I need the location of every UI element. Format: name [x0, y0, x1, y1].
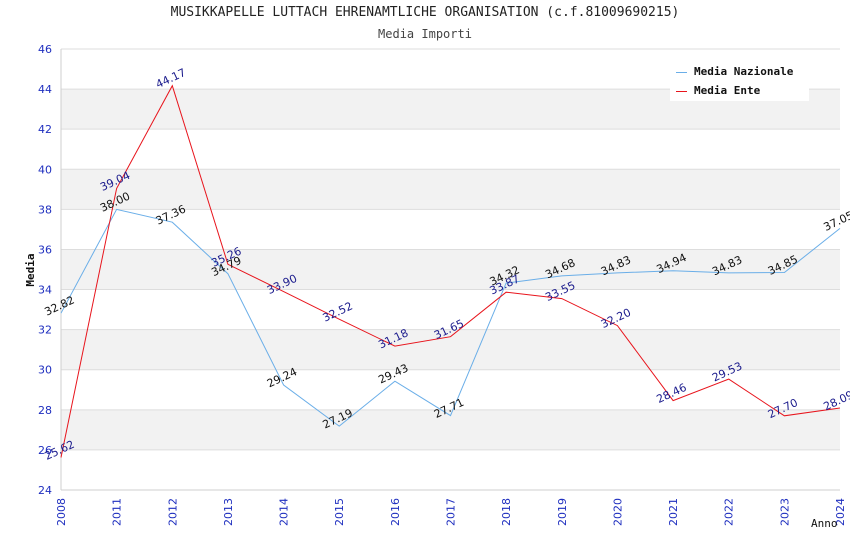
data-label: 32.82	[42, 293, 76, 318]
grid-lines	[61, 48, 840, 491]
data-label: 37.05	[821, 209, 850, 234]
x-tick-label: 2013	[222, 498, 235, 526]
y-tick-label: 36	[38, 243, 52, 256]
chart-title: MUSIKKAPELLE LUTTACH EHRENAMTLICHE ORGAN…	[170, 5, 680, 20]
legend-label-media-ente: Media Ente	[694, 84, 761, 97]
y-tick-label: 28	[38, 404, 52, 417]
legend-item-media-nazionale: Media Nazionale	[676, 65, 793, 79]
x-tick-label: 2018	[500, 498, 513, 526]
x-tick-label: 2020	[611, 498, 624, 526]
y-tick-label: 38	[38, 203, 52, 216]
data-label: 32.20	[599, 306, 633, 331]
x-tick-label: 2024	[834, 498, 847, 526]
y-tick-label: 44	[38, 83, 52, 96]
x-tick-label: 2015	[333, 498, 346, 526]
y-tick-labels: 24 26 28 30 32 34 36 38 40 42 44 46	[38, 43, 52, 497]
y-axis-label: Media	[24, 253, 37, 286]
y-tick-label: 40	[38, 163, 52, 176]
legend: Media Nazionale Media Ente	[670, 60, 809, 101]
grid-band	[61, 249, 840, 290]
x-tick-label: 2017	[445, 498, 458, 526]
legend-item-media-ente: Media Ente	[676, 84, 760, 98]
legend-swatch-media-ente	[676, 90, 687, 92]
x-tick-label: 2011	[111, 498, 124, 526]
x-tick-label: 2022	[723, 498, 736, 526]
x-tick-label: 2021	[667, 498, 680, 526]
y-tick-label: 26	[38, 444, 52, 457]
legend-label-media-nazionale: Media Nazionale	[694, 65, 794, 78]
data-label: 44.17	[154, 66, 188, 91]
y-tick-label: 46	[38, 43, 52, 56]
chart-subtitle: Media Importi	[378, 27, 472, 41]
data-label: 28.46	[655, 381, 689, 406]
y-tick-label: 32	[38, 324, 52, 337]
x-tick-label: 2019	[556, 498, 569, 526]
series-line-media-nazionale	[60, 208, 841, 427]
y-tick-label: 34	[38, 284, 52, 297]
data-label: 32.52	[321, 299, 355, 324]
x-tick-label: 2008	[55, 498, 68, 526]
x-tick-label: 2023	[778, 498, 791, 526]
grid-band	[61, 169, 840, 210]
series-lines	[60, 84, 841, 458]
x-tick-label: 2016	[389, 498, 402, 526]
y-tick-label: 42	[38, 123, 52, 136]
data-label: 25.62	[42, 438, 76, 463]
axes	[60, 49, 840, 491]
x-tick-label: 2014	[278, 498, 291, 526]
x-tick-labels: 2008 2011 2012 2013 2014 2015 2016 2017 2018 2019…	[55, 498, 847, 526]
x-axis-label: Anno	[811, 517, 838, 530]
x-tick-label: 2012	[166, 498, 179, 526]
series-line-media-ente	[60, 84, 841, 458]
y-tick-label: 24	[38, 484, 52, 497]
grid-band	[61, 409, 840, 450]
legend-swatch-media-nazionale	[676, 71, 687, 73]
y-tick-label: 30	[38, 364, 52, 377]
